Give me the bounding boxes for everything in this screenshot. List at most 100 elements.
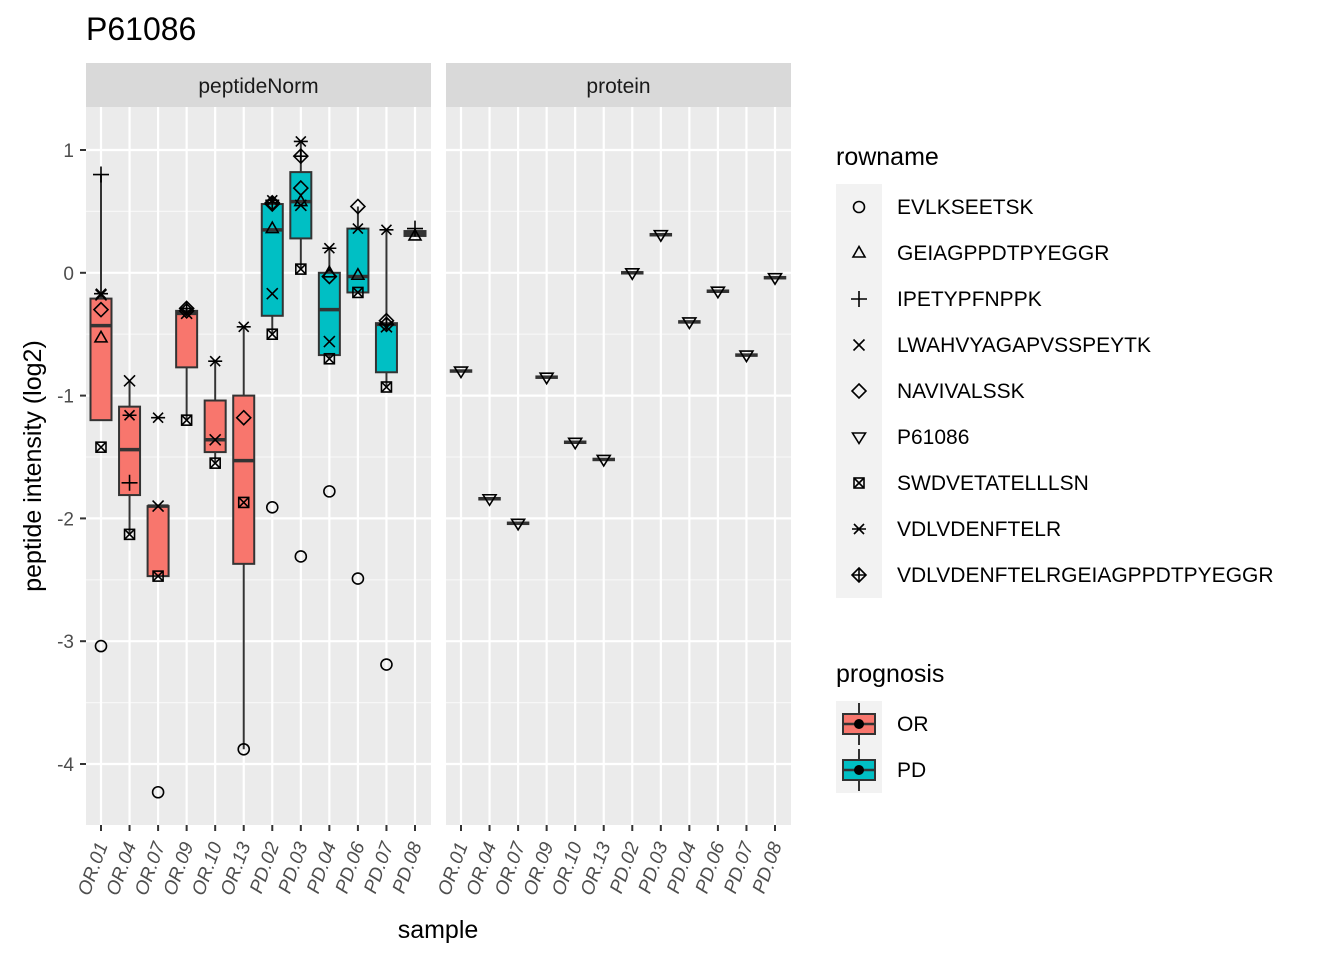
- legend-label-or: OR: [897, 713, 929, 736]
- legend-key-geiagppdtpyeggr: [851, 244, 867, 258]
- point-pd-07-vdlvdenftelr: [379, 224, 394, 236]
- points-peptideNorm: [92, 135, 423, 799]
- legend-label-geiagppdtpyeggr: GEIAGPPDTPYEGGR: [897, 242, 1109, 265]
- box-body: [232, 394, 256, 565]
- y-axis-title: peptide intensity (log2): [19, 340, 47, 592]
- point-or-13-evlkseetsk: [237, 742, 251, 756]
- protein-point-pd-08: [767, 272, 783, 286]
- protein-point-pd-03: [652, 229, 669, 243]
- legend-key-ipetypfnppk: [851, 291, 867, 307]
- legend-label-swdvetatelllsn: SWDVETATELLLSN: [897, 472, 1089, 495]
- protein-box-or-10: [563, 440, 587, 445]
- point-or-01-geiagppdtpyeggr: [93, 329, 109, 343]
- y-axis: -4 -3 -2 -1 0 1: [57, 141, 86, 776]
- point-pd-02-lwahvyagapvsspeytk: [266, 287, 279, 300]
- point-or-01-lwahvyagapvsspeytk: [94, 288, 108, 301]
- panel-protein: protein OR.01OR.04OR.07OR.09OR.10OR.13PD…: [434, 63, 791, 898]
- point-pd-04-navivalssk: [321, 268, 338, 285]
- point-pd-06-geiagppdtpyeggr: [350, 267, 366, 281]
- legend-label-lwahvyagapvsspeytk: LWAHVYAGAPVSSPEYTK: [897, 334, 1151, 357]
- point-or-01-swdvetatelllsn: [95, 441, 107, 453]
- panel-peptideNorm: peptideNorm OR.01OR.04OR.07OR.09OR.10OR.…: [74, 63, 431, 898]
- legend-rowname-title: rowname: [836, 143, 939, 171]
- x-axis-title: sample: [398, 916, 479, 944]
- strip-label-peptideNorm: peptideNorm: [198, 75, 318, 98]
- protein-point-pd-07: [738, 350, 755, 364]
- point-pd-06-evlkseetsk: [351, 572, 365, 585]
- point-pd-08-geiagppdtpyeggr: [407, 227, 423, 241]
- panel-background-protein: [446, 107, 791, 825]
- protein-point-or-13: [595, 454, 612, 468]
- protein-box-pd-06: [706, 289, 730, 293]
- point-pd-03-evlkseetsk: [294, 550, 308, 563]
- legend-label-pd: PD: [897, 759, 926, 782]
- protein-box-pd-08: [763, 275, 787, 280]
- protein-point-or-04: [481, 493, 498, 507]
- point-or-10-lwahvyagapvsspeytk: [209, 433, 222, 446]
- legend-prognosis-title: prognosis: [836, 660, 944, 688]
- y-tick-label: -4: [57, 755, 74, 776]
- x-ticks-peptideNorm: OR.01OR.04OR.07OR.09OR.10OR.13PD.02PD.03…: [74, 825, 427, 898]
- point-pd-03-vdlvdenftelrgeiagppdtpyeggr: [292, 148, 309, 165]
- point-pd-02-geiagppdtpyeggr: [264, 220, 280, 234]
- point-pd-02-navivalssk: [264, 195, 281, 213]
- box-body: [346, 227, 370, 294]
- point-pd-03-lwahvyagapvsspeytk: [294, 199, 307, 212]
- point-or-04-ipetypfnppk: [121, 474, 138, 491]
- point-or-13-vdlvdenftelr: [236, 321, 251, 333]
- protein-box-or-04: [478, 497, 501, 501]
- y-tick-label: 1: [63, 141, 74, 162]
- point-pd-04-vdlvdenftelr: [322, 242, 337, 254]
- boxes-protein: [449, 232, 787, 526]
- protein-box-or-13: [592, 457, 615, 462]
- protein-point-pd-02: [624, 267, 641, 281]
- point-or-09-vdlvdenftelrgeiagppdtpyeggr: [178, 300, 195, 317]
- point-or-01-navivalssk: [92, 301, 110, 318]
- legend-label-evlkseetsk: EVLKSEETSK: [897, 196, 1034, 219]
- protein-box-pd-02: [621, 271, 644, 275]
- box-pd-04: [317, 248, 341, 359]
- protein-box-pd-03: [649, 232, 673, 237]
- legend-key-pd: [836, 747, 882, 793]
- legend-key-vdlvdenftelrgeiagppdtpyeggr: [850, 566, 868, 584]
- legend-key-p61086: [851, 432, 867, 446]
- legend-key-or: [836, 701, 882, 747]
- point-pd-06-navivalssk: [349, 198, 367, 215]
- strip-label-protein: protein: [586, 75, 650, 98]
- box-body: [89, 297, 113, 422]
- protein-point-pd-04: [681, 317, 698, 330]
- point-or-04-lwahvyagapvsspeytk: [123, 374, 136, 387]
- y-tick-label: 0: [63, 264, 74, 285]
- legend-key-lwahvyagapvsspeytk: [852, 338, 866, 352]
- point-pd-02-swdvetatelllsn: [266, 328, 279, 341]
- protein-box-pd-04: [678, 320, 701, 324]
- point-or-07-vdlvdenftelr: [151, 412, 166, 424]
- point-pd-06-swdvetatelllsn: [352, 286, 364, 299]
- y-tick-label: -2: [57, 509, 74, 530]
- legend-label-vdlvdenftelr: VDLVDENFTELR: [897, 518, 1061, 541]
- legend-label-p61086: P61086: [897, 426, 969, 449]
- point-or-13-navivalssk: [235, 409, 252, 426]
- point-pd-02-vdlvdenftelrgeiagppdtpyeggr: [264, 194, 281, 211]
- box-or-01: [89, 174, 113, 422]
- legend-label-vdlvdenftelrgeiagppdtpyeggr: VDLVDENFTELRGEIAGPPDTPYEGGR: [897, 564, 1274, 587]
- gridlines-protein: [446, 107, 791, 825]
- point-pd-04-lwahvyagapvsspeytk: [323, 335, 336, 348]
- point-or-01-ipetypfnppk: [93, 166, 109, 183]
- protein-box-pd-07: [735, 353, 758, 357]
- strip-background-protein: [446, 63, 791, 107]
- point-pd-03-vdlvdenftelr: [293, 135, 308, 147]
- point-pd-02-evlkseetsk: [265, 501, 279, 514]
- x-ticks-protein: OR.01OR.04OR.07OR.09OR.10OR.13PD.02PD.03…: [434, 825, 787, 898]
- point-or-04-swdvetatelllsn: [123, 528, 136, 541]
- protein-box-or-01: [449, 369, 473, 373]
- legend-rowname: rowname EVLKSEETSK GEIAGPPDTPYEGGR IPETYPF…: [836, 143, 1274, 598]
- protein-point-pd-06: [709, 286, 726, 300]
- protein-point-or-07: [510, 518, 527, 532]
- legend-label-ipetypfnppk: IPETYPFNPPK: [897, 288, 1042, 311]
- point-or-01-vdlvdenftelr: [94, 288, 108, 300]
- legend-key-vdlvdenftelr: [852, 523, 866, 535]
- point-pd-08-ipetypfnppk: [407, 220, 423, 237]
- point-or-09-swdvetatelllsn: [180, 414, 193, 426]
- box-or-13: [232, 326, 256, 750]
